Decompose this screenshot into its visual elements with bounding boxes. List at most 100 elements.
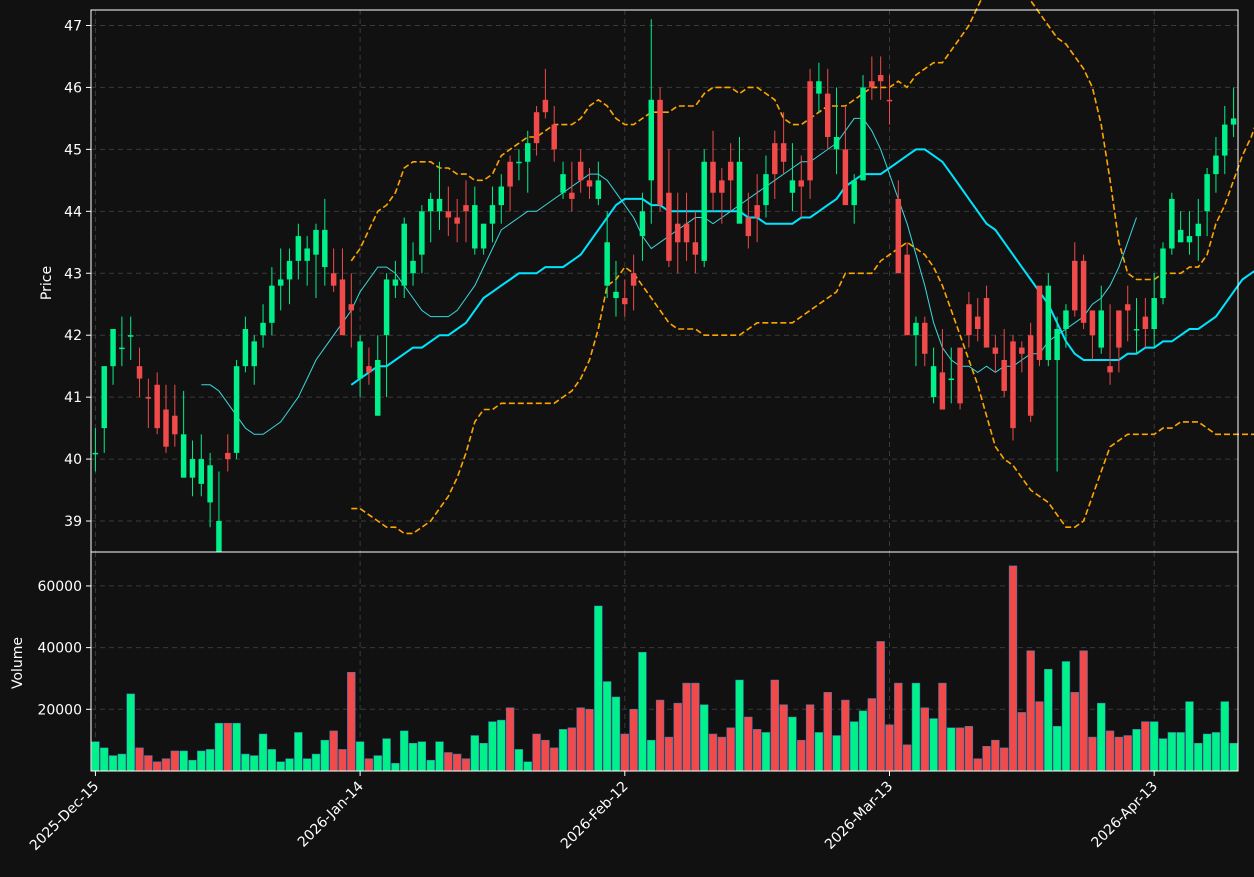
price-tick-label: 41 bbox=[64, 390, 82, 406]
volume-bar bbox=[973, 758, 982, 772]
volume-bar bbox=[1000, 747, 1009, 772]
candle-body bbox=[877, 75, 884, 82]
volume-bar bbox=[532, 733, 541, 772]
candle-body bbox=[154, 384, 160, 429]
candle-body bbox=[260, 322, 266, 336]
candle-body bbox=[674, 223, 681, 243]
volume-bar bbox=[355, 741, 365, 772]
candle-body bbox=[516, 161, 522, 164]
volume-bar bbox=[620, 733, 629, 772]
price-tick-label: 43 bbox=[64, 266, 82, 282]
price-tick-label: 45 bbox=[64, 142, 82, 158]
candle-body bbox=[1151, 298, 1157, 330]
candle-body bbox=[101, 366, 107, 429]
price-tick-label: 44 bbox=[64, 204, 82, 220]
moving-average-slow-line bbox=[350, 148, 1254, 386]
volume-bar bbox=[223, 722, 232, 772]
candle-body bbox=[974, 316, 981, 330]
candle-body bbox=[163, 409, 169, 447]
candle-body bbox=[1063, 310, 1069, 330]
candle-body bbox=[454, 217, 460, 224]
volume-bar bbox=[929, 718, 938, 772]
volume-bar bbox=[1044, 668, 1053, 772]
volume-bar bbox=[408, 742, 418, 772]
volume-bar bbox=[779, 704, 788, 772]
volume-bar bbox=[479, 742, 488, 772]
candle-body bbox=[595, 180, 602, 199]
volume-bar bbox=[1229, 742, 1238, 772]
volume-bar bbox=[885, 724, 894, 772]
candle-body bbox=[110, 329, 116, 367]
candle-body bbox=[410, 260, 416, 274]
volume-bar bbox=[1211, 732, 1221, 772]
volume-bar bbox=[135, 747, 144, 772]
volume-bar bbox=[788, 716, 797, 772]
candle-body bbox=[851, 180, 857, 206]
candle-body bbox=[1133, 329, 1140, 331]
candle-body bbox=[1054, 329, 1060, 360]
volume-bar bbox=[497, 719, 506, 772]
volume-bar bbox=[894, 682, 903, 772]
volume-bar bbox=[841, 699, 850, 772]
volume-bar bbox=[682, 682, 691, 772]
candle-body bbox=[833, 136, 840, 150]
volume-bar bbox=[188, 759, 197, 772]
candle-body bbox=[613, 291, 619, 299]
candle-body bbox=[913, 322, 919, 336]
volume-bar bbox=[214, 722, 224, 772]
candle-body bbox=[657, 99, 663, 206]
volume-bar bbox=[514, 749, 524, 772]
candle-body bbox=[604, 242, 610, 286]
candle-body bbox=[1124, 304, 1131, 311]
volume-bar bbox=[1123, 735, 1132, 772]
volume-bar bbox=[1070, 692, 1079, 772]
volume-bar bbox=[691, 682, 700, 772]
volume-axis-label: Volume bbox=[10, 637, 26, 689]
volume-bar bbox=[1097, 702, 1106, 772]
candle-body bbox=[542, 99, 549, 113]
volume-bar bbox=[567, 727, 577, 772]
candle-body bbox=[904, 254, 910, 336]
volume-bar bbox=[241, 753, 250, 772]
candle-body bbox=[569, 192, 575, 199]
candle-body bbox=[1089, 310, 1096, 336]
candle-body bbox=[1160, 248, 1166, 299]
candle-body bbox=[92, 452, 99, 455]
volume-bar bbox=[955, 727, 965, 772]
candle-body bbox=[233, 366, 240, 453]
candle-body bbox=[842, 149, 849, 206]
volume-bar bbox=[558, 729, 568, 772]
candle-body bbox=[480, 223, 487, 249]
candle-body bbox=[366, 366, 372, 373]
volume-bar bbox=[470, 735, 479, 772]
candle-body bbox=[860, 87, 866, 181]
candle-body bbox=[957, 347, 963, 404]
candle-body bbox=[648, 99, 655, 181]
candle-body bbox=[930, 366, 937, 398]
volume-bar bbox=[311, 753, 321, 772]
candle-body bbox=[1001, 359, 1007, 391]
volume-bar bbox=[417, 741, 427, 772]
candle-body bbox=[242, 329, 249, 367]
volume-bar bbox=[717, 736, 727, 772]
candle-body bbox=[1107, 366, 1113, 373]
volume-bar bbox=[232, 722, 241, 772]
volume-bar bbox=[744, 716, 753, 772]
candle-body bbox=[277, 279, 284, 286]
volume-bar bbox=[426, 759, 435, 772]
candle-body bbox=[339, 279, 346, 336]
volume-bar bbox=[276, 761, 285, 772]
volume-bar bbox=[382, 738, 391, 772]
volume-bar bbox=[541, 739, 550, 772]
volume-bar bbox=[338, 749, 347, 772]
candle-body bbox=[780, 143, 787, 162]
volume-bar bbox=[770, 679, 779, 772]
volume-bar bbox=[1132, 729, 1141, 772]
price-tick-label: 46 bbox=[64, 80, 82, 96]
volume-bar bbox=[911, 682, 921, 772]
candle-body bbox=[692, 242, 699, 255]
candle-body bbox=[507, 161, 513, 187]
volume-bar bbox=[938, 682, 947, 772]
volume-bar bbox=[205, 749, 215, 772]
